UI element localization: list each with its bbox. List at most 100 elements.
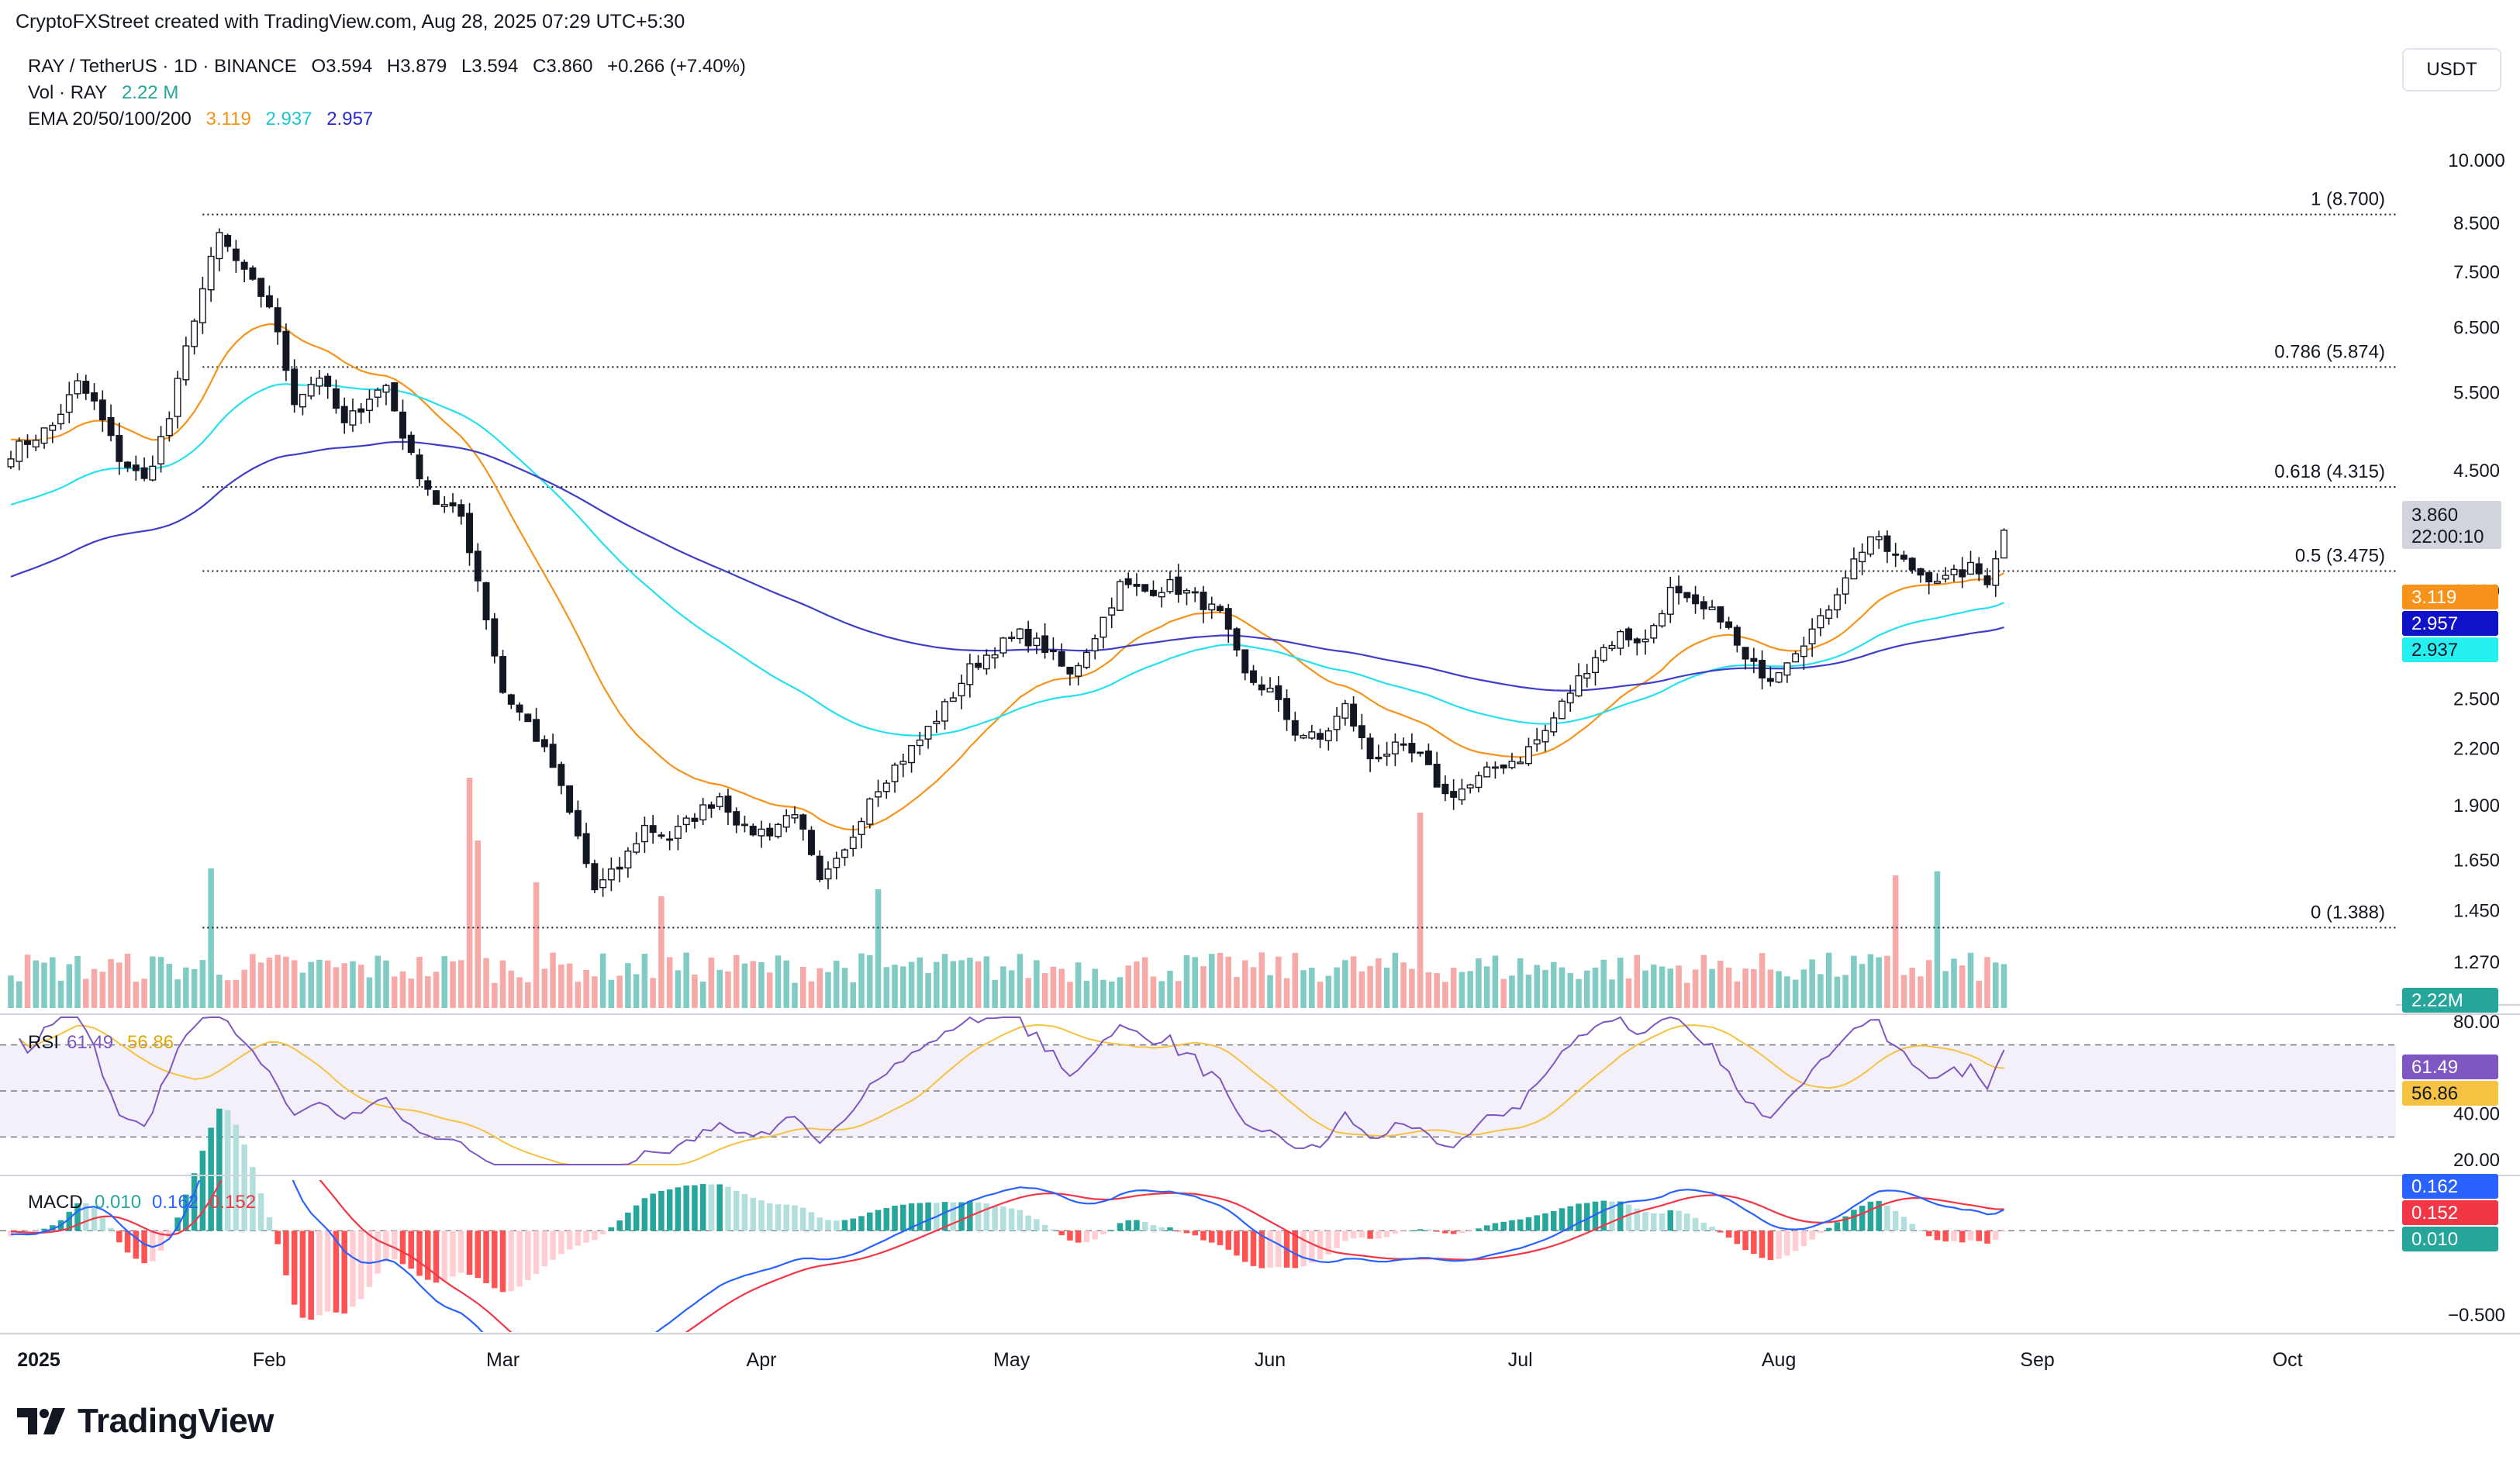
volume-bar [1892, 875, 1899, 1008]
volume-bar [1851, 955, 1857, 1008]
candle-body [274, 307, 281, 333]
candle-body [999, 637, 1007, 654]
volume-bar [1725, 967, 1732, 1008]
volume-bar [1767, 969, 1774, 1008]
volume-bar [1075, 962, 1082, 1008]
volume-bar [799, 966, 806, 1008]
candle-body [740, 823, 748, 827]
macd-histogram-bar [708, 1184, 715, 1231]
macd-histogram-bar [350, 1231, 356, 1307]
candle-body [1424, 750, 1432, 765]
volume-bar [1492, 955, 1499, 1008]
volume-bar [934, 961, 940, 1008]
volume-bar [741, 963, 748, 1008]
volume-bar [1150, 976, 1157, 1008]
macd-histogram-bar [950, 1202, 957, 1231]
macd-histogram-bar [716, 1184, 723, 1231]
volume-legend[interactable]: Vol · RAY 2.22 M [28, 82, 178, 104]
ema100-line [10, 440, 2004, 692]
ema20-value: 3.119 [205, 109, 251, 129]
candle-body [1358, 725, 1365, 739]
ema20-badge: 3.119 [2411, 587, 2456, 608]
candle-body [1058, 651, 1065, 667]
candle-body [1383, 754, 1391, 757]
candle-body [758, 828, 765, 837]
macd-histogram-bar [124, 1231, 131, 1253]
macd-histogram-bar [1609, 1201, 1615, 1231]
macd-histogram-bar [466, 1231, 473, 1275]
macd-histogram-bar [1083, 1231, 1090, 1242]
macd-histogram-bar [116, 1231, 123, 1243]
macd-histogram-bar [1951, 1231, 1957, 1241]
macd-histogram-bar [1134, 1220, 1140, 1231]
volume-bar [1534, 965, 1540, 1008]
volume-bar [424, 976, 431, 1008]
candle-body [157, 436, 165, 464]
macd-histogram-bar [566, 1231, 573, 1250]
fibonacci-levels: 1 (8.700) 0.786 (5.874) 0.618 (4.315) 0.5 (… [202, 189, 2396, 929]
macd-histogram-bar [983, 1203, 990, 1231]
macd-histogram-bar [433, 1231, 440, 1283]
macd-hist-badge-bg [2402, 1227, 2498, 1251]
macd-histogram-bar [1909, 1224, 1915, 1231]
macd-histogram-bar [199, 1151, 206, 1231]
candle-body [833, 858, 841, 868]
macd-histogram-bar [1050, 1229, 1057, 1231]
volume-bar [1818, 974, 1824, 1008]
macd-histogram-bar [391, 1231, 398, 1260]
price-axis-tick: 4.500 [2453, 461, 2500, 482]
volume-bar [291, 960, 298, 1008]
macd-histogram-bar [608, 1227, 615, 1231]
rsi-axis-tick: 80.00 [2453, 1012, 2500, 1033]
currency-button[interactable]: USDT [2402, 48, 2501, 91]
candle-body [749, 825, 757, 836]
rsi-badge: 61.49 [2411, 1057, 2458, 1078]
fib-level-label: 0.618 (4.315) [2274, 461, 2385, 482]
macd-histogram-bar [1458, 1231, 1465, 1234]
volume-bar [1751, 969, 1757, 1008]
candle-body [1483, 766, 1491, 778]
symbol-legend[interactable]: RAY / TetherUS · 1D · BINANCE O3.594 H3.… [28, 56, 746, 78]
macd-histogram-bar [1200, 1231, 1206, 1241]
candle-body [908, 744, 916, 764]
volume-bar [1776, 971, 1782, 1008]
volume-bar [808, 981, 815, 1008]
macd-histogram-bar [366, 1231, 373, 1287]
candle-body [249, 267, 257, 280]
macd-histogram-bar [291, 1231, 298, 1305]
candle-body [24, 440, 31, 445]
volume-bar [1225, 956, 1232, 1008]
volume-bar [1425, 972, 1432, 1008]
macd-histogram-bar [1358, 1231, 1365, 1238]
candle-body [240, 261, 248, 270]
change-value: +0.266 (+7.40%) [607, 56, 746, 77]
candle-body [1925, 571, 1933, 582]
volume-bar [1759, 953, 1766, 1008]
volume-bar [383, 960, 389, 1008]
candle-body [1775, 671, 1783, 683]
ema100-value: 2.957 [326, 109, 374, 129]
macd-histogram-bar [1476, 1228, 1482, 1231]
candle-body [1650, 625, 1658, 639]
macd-histogram-bar [74, 1203, 81, 1231]
candle-body [707, 804, 715, 809]
macd-histogram-bar [341, 1231, 347, 1314]
volume-bar [1567, 972, 1573, 1008]
volume-bar [1509, 975, 1515, 1008]
candle-body [1417, 751, 1424, 754]
ema-legend[interactable]: EMA 20/50/100/200 3.119 2.937 2.957 [28, 109, 373, 130]
macd-histogram-bar [1150, 1224, 1157, 1231]
macd-histogram-bar [1167, 1227, 1173, 1231]
macd-histogram-bar [975, 1202, 982, 1231]
macd-histogram-bar [108, 1227, 114, 1231]
macd-histogram-bar [1242, 1231, 1248, 1262]
volume-bar [1309, 967, 1315, 1008]
candle-body [198, 288, 206, 323]
close-label: C [533, 56, 547, 77]
volume-bar [867, 954, 873, 1008]
macd-histogram-bar [1117, 1223, 1124, 1231]
candle-body [1041, 635, 1049, 654]
candle-body [858, 820, 865, 835]
candle-body [433, 490, 440, 505]
macd-histogram-bar [1450, 1231, 1457, 1234]
